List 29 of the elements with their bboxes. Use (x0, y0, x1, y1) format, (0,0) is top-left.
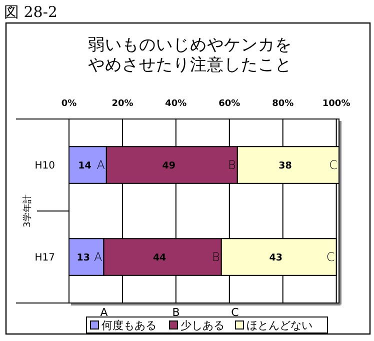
caption: 図 28-2 (4, 3, 58, 21)
y-tick-label: H17 (34, 252, 55, 264)
y-axis-title: 3学年計 (22, 194, 34, 228)
x-tick-label: 80% (272, 99, 294, 109)
text: B (172, 306, 180, 319)
legend-label: 少しある (180, 318, 224, 332)
legend-label: ほとんどない (246, 318, 312, 332)
legend-label: 何度もある (102, 318, 156, 332)
data-label: 14 (78, 160, 92, 172)
data-label: 49 (162, 160, 176, 172)
data-label: 44 (152, 252, 167, 264)
x-tick-label: 40% (165, 99, 187, 109)
data-label: 13 (76, 252, 90, 264)
x-tick-label: 60% (218, 99, 240, 109)
annotation: B (212, 250, 220, 264)
x-tick-label: 20% (112, 99, 134, 109)
x-tick-label: 100% (322, 99, 350, 109)
data-label: 43 (269, 252, 282, 264)
annotation: C (326, 250, 335, 264)
annotation: A (96, 158, 105, 172)
text: A (100, 306, 108, 319)
text: C (231, 306, 240, 319)
annotation: A (94, 250, 102, 264)
annotation: B (228, 158, 236, 172)
data-label: 38 (278, 160, 292, 172)
chart-title: 弱いものいじめやケンカをやめさせたり注意したこと (88, 35, 292, 74)
y-tick-label: H10 (34, 160, 55, 172)
x-tick-label: 0% (61, 99, 77, 109)
annotation: C (329, 158, 338, 172)
